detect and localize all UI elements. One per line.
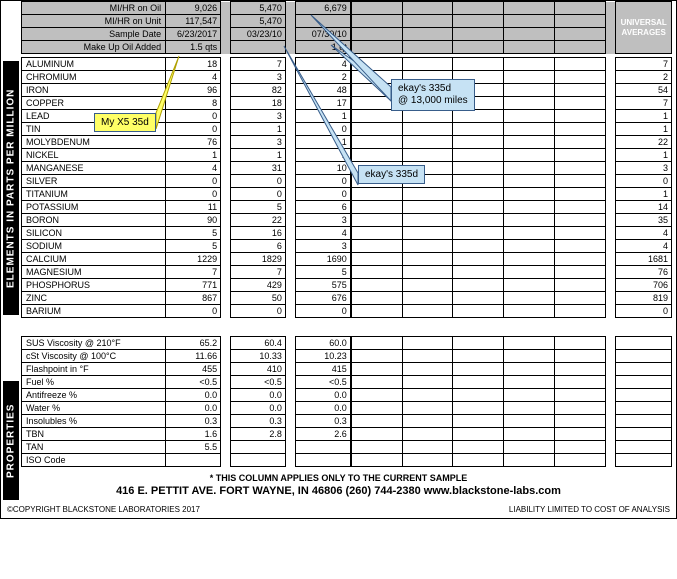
callout-ekays-335d-2: ekay's 335d @ 13,000 miles [391,79,475,111]
element-row: CHROMIUM4322 [22,71,672,84]
property-row: Antifreeze %0.00.00.0 [22,389,672,402]
property-row: SUS Viscosity @ 210°F65.260.460.0 [22,337,672,350]
property-row: Fuel %<0.5<0.5<0.5 [22,376,672,389]
element-row: IRON96824854 [22,84,672,97]
callout-line-2: @ 13,000 miles [398,95,468,106]
element-row: SODIUM5634 [22,240,672,253]
header-row: Sample Date6/23/201703/23/1007/30/10 [22,28,672,41]
header-row: MI/HR on Unit117,5475,470 [22,15,672,28]
liability-text: LIABILITY LIMITED TO COST OF ANALYSIS [509,505,670,514]
callout-ekays-335d-1: ekay's 335d [358,165,425,184]
element-row: PHOSPHORUS771429575706 [22,279,672,292]
property-row: Flashpoint in °F455410415 [22,363,672,376]
callout-my-x5: My X5 35d [94,113,156,132]
element-row: NICKEL1111 [22,149,672,162]
vertical-label-properties: PROPERTIES [3,381,19,500]
header-row: Make Up Oil Added1.5 qts1 qt [22,41,672,54]
element-row: COPPER818177 [22,97,672,110]
lab-address: 416 E. PETTIT AVE. FORT WAYNE, IN 46806 … [1,485,676,497]
header-row: MI/HR on Oil9,0265,4706,679UNIVERSALAVER… [22,2,672,15]
oil-analysis-table: MI/HR on Oil9,0265,4706,679UNIVERSALAVER… [21,1,672,467]
column-footnote: * THIS COLUMN APPLIES ONLY TO THE CURREN… [1,473,676,483]
vertical-label-elements: ELEMENTS IN PARTS PER MILLION [3,61,19,315]
copyright-text: ©COPYRIGHT BLACKSTONE LABORATORIES 2017 [7,505,200,514]
property-row: ISO Code [22,454,672,467]
element-row: MANGANESE431103 [22,162,672,175]
element-row: ZINC86750676819 [22,292,672,305]
property-row: TBN1.62.82.6 [22,428,672,441]
element-row: BORON9022335 [22,214,672,227]
element-row: TITANIUM0001 [22,188,672,201]
element-row: MAGNESIUM77576 [22,266,672,279]
element-row: BARIUM0000 [22,305,672,318]
property-row: Water %0.00.00.0 [22,402,672,415]
element-row: MOLYBDENUM763122 [22,136,672,149]
property-row: cSt Viscosity @ 100°C11.6610.3310.23 [22,350,672,363]
element-row: SILICON51644 [22,227,672,240]
element-row: POTASSIUM115614 [22,201,672,214]
element-row: SILVER0000 [22,175,672,188]
callout-line-1: ekay's 335d [398,83,451,94]
element-row: ALUMINUM18747 [22,58,672,71]
property-row: Insolubles %0.30.30.3 [22,415,672,428]
property-row: TAN5.5 [22,441,672,454]
element-row: CALCIUM1229182916901681 [22,253,672,266]
